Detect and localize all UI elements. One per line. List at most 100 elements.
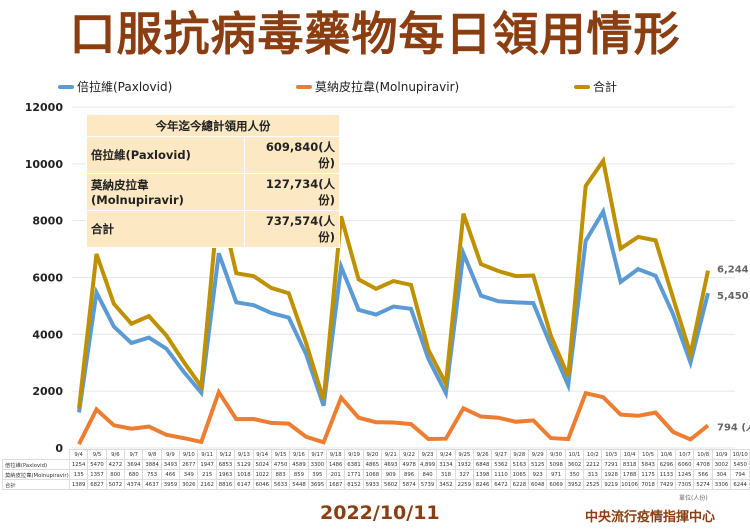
data-table-cell: 3602: [564, 459, 585, 470]
data-table-cell: 5602: [381, 479, 401, 490]
y-tick-label: 6000: [32, 272, 63, 285]
x-tick-label: 9/7: [124, 449, 144, 460]
data-table-cell: 1245: [675, 469, 695, 480]
x-tick-label: 10/9: [711, 449, 732, 460]
y-tick-label: 0: [55, 442, 63, 455]
legend-item-total: 合計: [574, 78, 617, 95]
data-table-cell: 4750: [270, 459, 291, 470]
data-table-cell: 2259: [454, 479, 474, 490]
legend-label-paxlovid: 倍拉維(Paxlovid): [77, 80, 173, 94]
end-label-molnupiravir: 794 (人份): [717, 420, 750, 433]
data-table-cell: 2677: [179, 459, 199, 470]
data-table-cell: 6853: [215, 459, 236, 470]
data-table-cell: 4865: [362, 459, 383, 470]
data-table-cell: 1947: [197, 459, 217, 470]
data-table-cell: 5129: [234, 459, 254, 470]
data-table-cell: 5448: [289, 479, 309, 490]
data-table-cell: 1133: [656, 469, 677, 480]
data-table-cell: 2162: [197, 479, 217, 490]
data-table-cell: 3694: [124, 459, 144, 470]
data-table-header-row: 9/4 9/5 9/6 9/7 9/8 9/9 9/10 9/11 9/12 9/13 9/14 9/…: [3, 449, 750, 460]
x-tick-label: 9/15: [270, 449, 291, 460]
x-tick-label: 10/5: [638, 449, 658, 460]
data-table-cell: 3452: [436, 479, 456, 490]
data-table-cell: 327: [454, 469, 474, 480]
x-tick-label: 9/14: [252, 449, 272, 460]
data-table-cell: 4374: [124, 479, 144, 490]
x-tick-label: 9/21: [381, 449, 401, 460]
x-tick-label: 9/9: [160, 449, 181, 460]
data-table-cell: 5024: [252, 459, 272, 470]
data-table-cell: 349: [179, 469, 199, 480]
data-table-cell: 1254: [68, 459, 89, 470]
data-table-cell: 5450: [730, 459, 750, 470]
legend-label-molnupiravir: 莫納皮拉韋(Molnupiravir): [315, 80, 460, 94]
x-tick-label: 9/30: [546, 449, 566, 460]
data-table-cell: 5874: [399, 479, 419, 490]
data-table-cell: 5470: [87, 459, 107, 470]
x-tick-label: 10/10: [730, 449, 750, 460]
x-tick-label: 10/3: [601, 449, 621, 460]
x-tick-label: 9/17: [307, 449, 328, 460]
data-table-cell: 6848: [472, 459, 493, 470]
x-tick-label: 9/18: [325, 449, 346, 460]
data-table-cell: 6244: [730, 479, 750, 490]
data-table-cell: 215: [197, 469, 217, 480]
data-table-cell: 8816: [215, 479, 236, 490]
data-table-cell: 5843: [638, 459, 658, 470]
data-table-cell: 2212: [583, 459, 603, 470]
y-tick-label: 8000: [32, 215, 63, 228]
data-table-cell: 4708: [693, 459, 713, 470]
data-table-cell: 566: [693, 469, 713, 480]
summary-label: 倍拉維(Paxlovid): [85, 136, 246, 174]
x-tick-label: 9/16: [289, 449, 309, 460]
summary-value: 737,574(人份): [244, 210, 340, 248]
data-table-cell: 1788: [619, 469, 640, 480]
data-table-cell: 1357: [87, 469, 107, 480]
data-table-cell: 3306: [711, 479, 732, 490]
x-tick-label: 9/25: [454, 449, 474, 460]
end-label-paxlovid: 5,450 (人份): [717, 289, 750, 302]
data-table-cell: 3959: [160, 479, 181, 490]
y-axis: 0 2000 4000 6000 8000 10000 12000: [25, 101, 64, 455]
y-tick-label: 10000: [25, 158, 64, 171]
page-title: 口服抗病毒藥物每日領用情形: [69, 7, 681, 61]
data-table-cell: 4978: [399, 459, 419, 470]
legend-item-molnupiravir: 莫納皮拉韋(Molnupiravir): [296, 78, 459, 95]
end-labels: 6,244 (人份) 5,450 (人份) 794 (人份): [717, 263, 750, 434]
data-table-cell: 5933: [362, 479, 383, 490]
data-table-cell: 5739: [417, 479, 438, 490]
data-table-cell: 6060: [675, 459, 695, 470]
data-table-cell: 7305: [675, 479, 695, 490]
data-table-corner: [3, 450, 70, 460]
summary-value: 127,734(人份): [244, 173, 340, 211]
x-tick-label: 9/20: [362, 449, 383, 460]
summary-row-paxlovid: 倍拉維(Paxlovid) 609,840(人份): [85, 136, 340, 174]
data-table-cell: 350: [564, 469, 585, 480]
data-table-cell: 3884: [142, 459, 162, 470]
data-table-cell: 883: [270, 469, 291, 480]
data-table-cell: 313: [583, 469, 603, 480]
x-tick-label: 9/11: [197, 449, 217, 460]
x-tick-label: 10/1: [564, 449, 585, 460]
end-label-total: 6,244 (人份): [717, 263, 750, 276]
series-line-molnupiravir: [77, 387, 710, 446]
summary-value: 609,840(人份): [244, 136, 340, 174]
y-tick-label: 2000: [32, 385, 63, 398]
data-table-cell: 5362: [491, 459, 511, 470]
x-tick-label: 9/28: [509, 449, 530, 460]
x-tick-label: 9/13: [234, 449, 254, 460]
data-table-cell: 318: [436, 469, 456, 480]
data-table-cell: 6046: [252, 479, 272, 490]
x-tick-label: 9/12: [215, 449, 236, 460]
data-table-cell: 896: [399, 469, 419, 480]
data-table-cell: 1398: [472, 469, 493, 480]
data-table-cell: 5163: [509, 459, 530, 470]
series-lines: [77, 155, 710, 446]
data-table-cell: 1963: [215, 469, 236, 480]
data-table-cell: 2525: [583, 479, 603, 490]
data-table-cell: 1932: [454, 459, 474, 470]
x-tick-label: 10/7: [675, 449, 695, 460]
data-table-cell: 1018: [234, 469, 254, 480]
